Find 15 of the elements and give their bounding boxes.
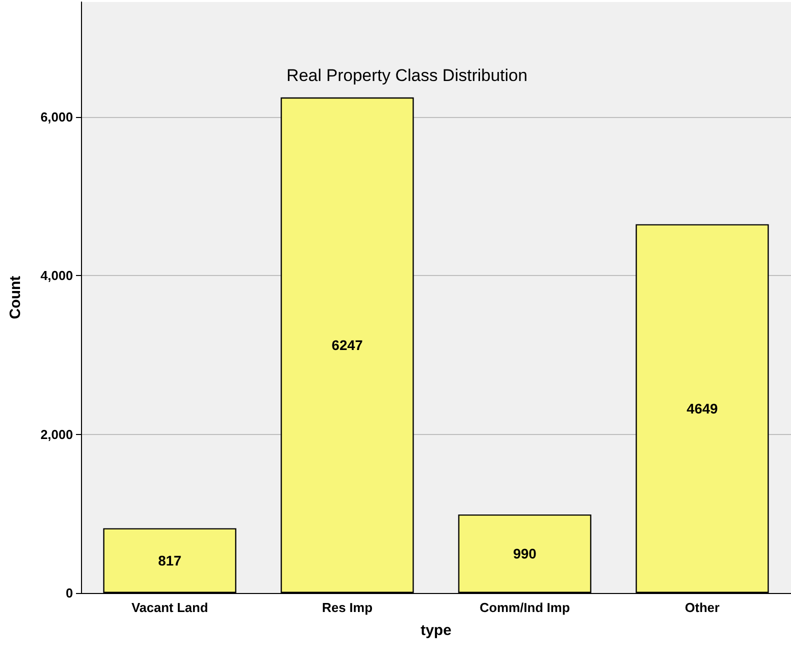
x-axis-title: type (420, 622, 452, 639)
y-axis-title: Count (7, 276, 24, 320)
data-label: 817 (158, 552, 182, 569)
y-tick-label: 6,000 (40, 110, 73, 125)
y-tick-label: 0 (66, 586, 73, 600)
y-tick-label: 2,000 (40, 426, 73, 442)
x-tick-label: Comm/Ind Imp (480, 600, 570, 615)
y-tick-label: 4,000 (40, 268, 73, 284)
data-label: 990 (513, 546, 537, 562)
text: Real Property Class Distribution (286, 66, 528, 85)
data-label: 6247 (332, 337, 364, 354)
data-label: 4649 (686, 400, 718, 417)
x-tick-label: Other (684, 600, 720, 615)
x-tick-label: Res Imp (322, 600, 373, 615)
x-tick-label: Vacant Land (131, 600, 208, 615)
